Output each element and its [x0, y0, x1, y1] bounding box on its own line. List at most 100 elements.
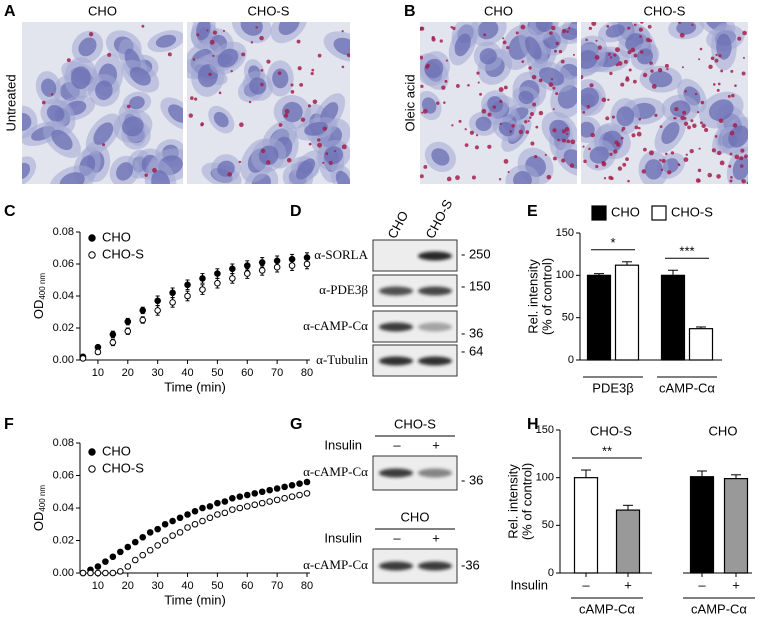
data-point	[79, 355, 87, 362]
nucleus	[335, 170, 350, 184]
data-point	[184, 511, 191, 518]
data-point	[296, 491, 303, 499]
data-point	[109, 553, 117, 561]
data-point	[214, 511, 221, 518]
lipid-droplet	[310, 71, 314, 76]
legend-label: CHO	[102, 443, 131, 458]
lipid-droplet	[467, 83, 470, 87]
data-point	[288, 493, 296, 500]
lipid-droplet	[260, 69, 264, 72]
lipid-droplet	[617, 61, 623, 66]
lipid-droplet	[613, 53, 617, 57]
nucleus	[278, 22, 300, 36]
lipid-droplet	[66, 58, 71, 63]
lipid-droplet	[553, 156, 557, 161]
lipid-droplet	[341, 144, 347, 150]
treatment-label: +	[432, 437, 440, 452]
lipid-droplet	[208, 72, 212, 77]
lipid-droplet	[341, 65, 345, 69]
lipid-droplet	[341, 30, 344, 33]
data-point	[154, 542, 161, 549]
lipid-droplet	[308, 142, 312, 146]
lipid-droplet	[692, 123, 697, 129]
data-point	[258, 259, 266, 266]
bar	[660, 274, 686, 361]
data-point	[199, 517, 206, 525]
lipid-droplet	[707, 172, 713, 178]
lipid-droplet	[582, 145, 585, 148]
lipid-droplet	[290, 83, 294, 87]
lipid-droplet	[538, 78, 543, 83]
blot-group-title: CHO	[401, 509, 430, 524]
lipid-droplet	[476, 71, 480, 75]
lipid-droplet	[194, 97, 198, 101]
lipid-droplet	[552, 86, 556, 90]
lipid-droplet	[41, 100, 46, 105]
lipid-droplet	[322, 161, 325, 164]
y-tick-label: 0	[548, 567, 554, 579]
lipid-droplet	[603, 177, 607, 180]
data-point	[296, 480, 303, 487]
lipid-droplet	[144, 173, 148, 177]
lipid-droplet	[218, 91, 222, 95]
lipid-droplet	[615, 47, 620, 53]
nucleus	[213, 111, 229, 128]
lipid-droplet	[694, 92, 698, 96]
lipid-droplet	[451, 124, 454, 127]
nucleus	[333, 37, 350, 56]
lipid-droplet	[638, 27, 644, 32]
panel-letter: H	[527, 416, 539, 433]
lipid-droplet	[683, 121, 689, 126]
lipid-droplet	[445, 59, 448, 62]
nucleus	[535, 22, 553, 33]
lipid-droplet	[555, 92, 559, 96]
data-point	[124, 563, 132, 570]
panel-letter: F	[4, 416, 14, 433]
x-tick-label: 40	[181, 367, 193, 379]
data-point	[161, 537, 169, 544]
nucleus	[304, 121, 328, 136]
bar	[723, 478, 749, 574]
lipid-droplet	[535, 125, 539, 129]
column-label: CHO	[88, 3, 117, 18]
data-point	[154, 525, 161, 533]
lipid-droplet	[633, 79, 637, 84]
lipid-droplet	[627, 179, 630, 183]
lipid-droplet	[631, 133, 636, 138]
nucleus	[240, 22, 263, 36]
bar	[573, 477, 599, 574]
lipid-droplet	[657, 68, 663, 73]
lipid-droplet	[638, 117, 642, 121]
lipid-droplet	[502, 40, 507, 45]
lipid-droplet	[609, 152, 613, 156]
y-tick-label: 0.06	[53, 469, 74, 481]
micrograph	[22, 22, 183, 184]
lipid-droplet	[678, 164, 681, 167]
lipid-droplet	[647, 24, 652, 29]
lipid-droplet	[107, 52, 112, 57]
data-point	[229, 265, 236, 273]
lipid-droplet	[464, 143, 469, 147]
x-tick-label: 20	[122, 580, 134, 592]
nucleus	[477, 22, 499, 40]
lipid-droplet	[317, 53, 322, 58]
lipid-droplet	[606, 24, 610, 28]
y-axis-label-main: OD	[31, 512, 46, 532]
lipid-droplet	[206, 29, 209, 32]
lipid-droplet	[729, 152, 733, 156]
lipid-droplet	[581, 75, 584, 80]
data-point	[288, 262, 296, 269]
x-tick-label: 10	[92, 367, 104, 379]
data-point	[131, 556, 139, 564]
blot-band	[379, 286, 413, 296]
lipid-droplet	[659, 159, 662, 162]
y-tick-label: 0.00	[53, 354, 74, 366]
data-point	[229, 275, 236, 282]
lipid-droplet	[534, 155, 538, 159]
lipid-droplet	[469, 130, 475, 135]
lipid-droplet	[307, 104, 312, 108]
data-point	[303, 478, 311, 486]
lipid-droplet	[682, 110, 687, 115]
lipid-droplet	[499, 99, 503, 104]
lipid-droplet	[714, 58, 719, 63]
